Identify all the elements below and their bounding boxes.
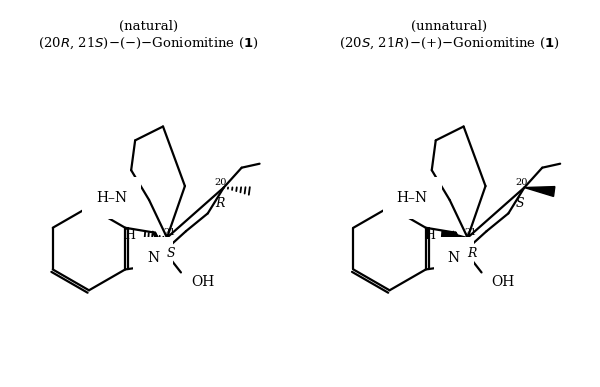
Text: (natural): (natural)	[119, 20, 178, 33]
Text: R: R	[215, 197, 224, 210]
Text: H: H	[425, 229, 436, 242]
Polygon shape	[442, 231, 467, 241]
Text: OH: OH	[191, 276, 214, 289]
Text: (20$\it{R}$, 21$\it{S}$)$-$($-$)$-$Goniomitine ($\bf{1}$): (20$\it{R}$, 21$\it{S}$)$-$($-$)$-$Gonio…	[38, 35, 259, 51]
Text: 20: 20	[215, 178, 227, 187]
Polygon shape	[524, 187, 555, 197]
Text: S: S	[516, 197, 524, 210]
Text: H: H	[124, 229, 135, 242]
Text: 21: 21	[164, 228, 176, 237]
Text: H–N: H–N	[397, 191, 428, 205]
Text: N: N	[147, 250, 159, 265]
Text: 20: 20	[515, 178, 527, 187]
Text: (unnatural): (unnatural)	[411, 20, 487, 33]
Text: OH: OH	[491, 276, 515, 289]
Text: H–N: H–N	[96, 191, 127, 205]
Text: N: N	[448, 250, 460, 265]
Text: S: S	[167, 247, 175, 260]
Text: R: R	[467, 247, 476, 260]
Text: 21: 21	[464, 228, 477, 237]
Text: (20$\it{S}$, 21$\it{R}$)$-$(+)$-$Goniomitine ($\bf{1}$): (20$\it{S}$, 21$\it{R}$)$-$(+)$-$Goniomi…	[339, 35, 560, 51]
